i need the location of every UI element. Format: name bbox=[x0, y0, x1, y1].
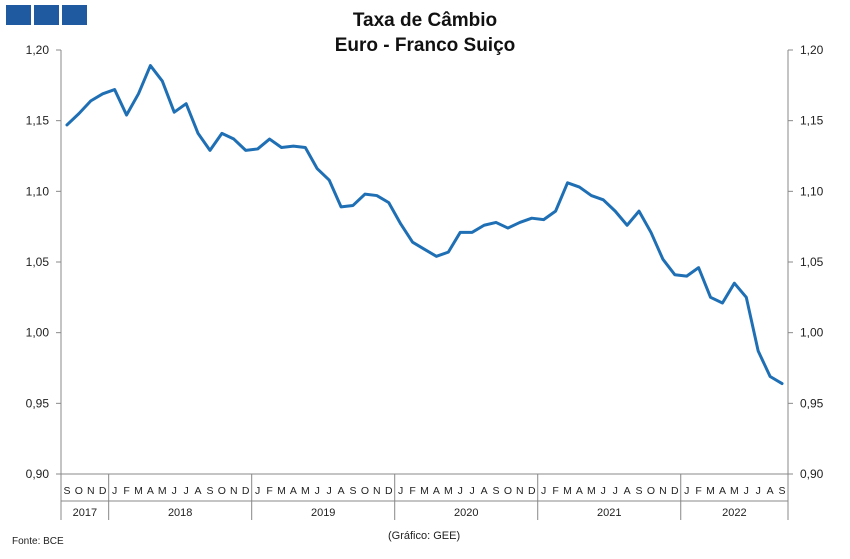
x-month-label: S bbox=[779, 485, 786, 497]
source-note: Fonte: BCE bbox=[12, 536, 64, 547]
x-month-label: M bbox=[444, 485, 453, 497]
x-month-label: A bbox=[481, 485, 488, 497]
x-month-label: A bbox=[290, 485, 297, 497]
x-year-label: 2020 bbox=[454, 507, 478, 519]
x-year-label: 2017 bbox=[73, 507, 97, 519]
y-tick-label-right: 1,15 bbox=[800, 114, 824, 128]
y-tick-label-right: 1,00 bbox=[800, 326, 824, 340]
y-tick-label-left: 1,00 bbox=[26, 326, 50, 340]
x-month-label: M bbox=[277, 485, 286, 497]
x-month-label: J bbox=[541, 485, 546, 497]
x-month-label: S bbox=[636, 485, 643, 497]
x-month-label: N bbox=[373, 485, 381, 497]
x-month-label: J bbox=[184, 485, 189, 497]
x-month-label: J bbox=[458, 485, 463, 497]
series-line bbox=[65, 64, 784, 386]
x-month-label: F bbox=[123, 485, 129, 497]
x-month-label: J bbox=[315, 485, 320, 497]
x-month-label: S bbox=[63, 485, 70, 497]
x-year-label: 2018 bbox=[168, 507, 192, 519]
x-month-label: M bbox=[730, 485, 739, 497]
x-month-label: J bbox=[744, 485, 749, 497]
y-tick-label-left: 1,05 bbox=[26, 255, 50, 269]
y-tick-label-right: 0,90 bbox=[800, 467, 824, 481]
x-month-label: M bbox=[134, 485, 143, 497]
x-month-label: A bbox=[719, 485, 726, 497]
x-month-label: S bbox=[493, 485, 500, 497]
x-month-label: S bbox=[349, 485, 356, 497]
x-month-label: J bbox=[684, 485, 689, 497]
x-month-label: A bbox=[624, 485, 631, 497]
x-month-label: O bbox=[75, 485, 83, 497]
y-tick-label-left: 1,20 bbox=[26, 43, 50, 57]
x-month-label: A bbox=[767, 485, 774, 497]
x-year-label: 2021 bbox=[597, 507, 621, 519]
x-month-label: N bbox=[659, 485, 667, 497]
x-month-label: N bbox=[87, 485, 95, 497]
y-tick-label-left: 1,15 bbox=[26, 114, 50, 128]
y-tick-label-right: 1,10 bbox=[800, 184, 824, 198]
x-month-label: O bbox=[647, 485, 655, 497]
x-month-label: F bbox=[552, 485, 558, 497]
y-tick-label-left: 1,10 bbox=[26, 184, 50, 198]
x-month-label: D bbox=[528, 485, 536, 497]
x-month-label: A bbox=[195, 485, 202, 497]
x-month-label: F bbox=[266, 485, 272, 497]
x-month-label: J bbox=[112, 485, 117, 497]
x-month-label: M bbox=[563, 485, 572, 497]
chart-title-line-1: Taxa de Câmbio bbox=[352, 10, 498, 31]
x-month-label: J bbox=[470, 485, 475, 497]
chart-credit: (Gráfico: GEE) bbox=[388, 530, 461, 542]
x-year-label: 2019 bbox=[311, 507, 335, 519]
x-month-label: O bbox=[218, 485, 226, 497]
x-month-label: M bbox=[301, 485, 310, 497]
x-month-label: N bbox=[230, 485, 238, 497]
x-year-label: 2022 bbox=[722, 507, 746, 519]
chart-title-line-2: Euro - Franco Suiço bbox=[334, 35, 516, 56]
x-month-label: F bbox=[695, 485, 701, 497]
x-month-label: M bbox=[158, 485, 167, 497]
x-month-label: F bbox=[409, 485, 415, 497]
logo-block bbox=[34, 5, 59, 25]
x-month-label: A bbox=[338, 485, 345, 497]
x-month-label: A bbox=[433, 485, 440, 497]
logo-block bbox=[62, 5, 87, 25]
x-month-label: M bbox=[706, 485, 715, 497]
x-month-label: N bbox=[516, 485, 524, 497]
x-month-label: A bbox=[147, 485, 154, 497]
x-month-label: S bbox=[206, 485, 213, 497]
y-tick-label-left: 0,95 bbox=[26, 396, 50, 410]
x-month-label: J bbox=[398, 485, 403, 497]
logo bbox=[6, 5, 87, 25]
x-month-label: D bbox=[671, 485, 679, 497]
x-month-label: J bbox=[601, 485, 606, 497]
y-tick-label-left: 0,90 bbox=[26, 467, 50, 481]
x-month-label: O bbox=[504, 485, 512, 497]
x-month-label: D bbox=[242, 485, 250, 497]
x-month-label: J bbox=[172, 485, 177, 497]
y-tick-label-right: 0,95 bbox=[800, 396, 824, 410]
y-tick-label-right: 1,20 bbox=[800, 43, 824, 57]
y-tick-label-right: 1,05 bbox=[800, 255, 824, 269]
x-month-label: J bbox=[327, 485, 332, 497]
logo-block bbox=[6, 5, 31, 25]
x-month-label: M bbox=[420, 485, 429, 497]
x-month-label: J bbox=[255, 485, 260, 497]
x-month-label: D bbox=[385, 485, 393, 497]
x-month-label: J bbox=[756, 485, 761, 497]
x-month-label: O bbox=[361, 485, 369, 497]
x-month-label: J bbox=[613, 485, 618, 497]
x-month-label: M bbox=[587, 485, 596, 497]
x-month-label: D bbox=[99, 485, 107, 497]
x-month-label: A bbox=[576, 485, 583, 497]
